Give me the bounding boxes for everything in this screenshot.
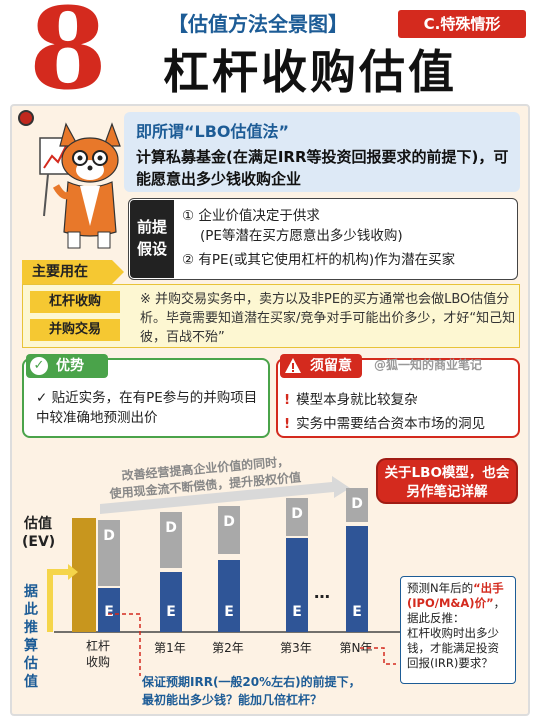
debt-bar-label: D [223, 514, 235, 530]
equity-bar-label: E [166, 604, 176, 620]
premise-item-note: (PE等潜在买方愿意出多少钱收购) [200, 228, 403, 244]
premise-item: ① 企业价值决定于供求 [182, 208, 320, 224]
intro-heading: 即所谓“LBO估值法” [136, 122, 290, 141]
category-label: 第3年 [280, 641, 312, 655]
category-label: 收购 [86, 654, 110, 669]
side-label-char: 此 [24, 601, 38, 618]
category-tag: C.特殊情形 [398, 10, 526, 38]
debt-bar-label: D [351, 496, 363, 512]
bottom-note: 保证预期IRR(一般20%左右)的前提下， [141, 674, 361, 689]
use-tag-ma: 并购交易 [30, 319, 120, 341]
fox-mascot-icon [39, 122, 121, 249]
dashed-link [108, 613, 141, 676]
bottom-note: 最初能出多少钱？能加几倍杠杆？ [142, 692, 322, 707]
y-axis-label: 估值 [23, 515, 52, 532]
side-label-char: 算 [24, 637, 38, 654]
author-credit: @狐一知的商业笔记 [374, 358, 483, 372]
equity-bar [346, 526, 368, 632]
main-use-heading: 主要用在 [22, 260, 124, 284]
use-tag-lbo: 杠杆收购 [30, 291, 120, 313]
intro-box [124, 112, 520, 192]
ev-bar [72, 518, 96, 632]
category-label: 第N年 [340, 641, 373, 655]
advantage-text: ✓ 贴近实务，在有PE参与的并购项目中较准确地预测出价 [36, 390, 258, 426]
equity-bar [160, 572, 182, 632]
debt-bar [286, 498, 308, 536]
series-subtitle: 【估值方法全景图】 [168, 12, 348, 36]
debt-bar [160, 512, 182, 568]
equity-bar [286, 538, 308, 632]
side-label-char: 据 [24, 583, 38, 600]
pin-dot-icon [18, 110, 34, 126]
equity-bar-label: E [352, 604, 362, 620]
debt-bar [98, 520, 120, 586]
side-label-char: 值 [24, 673, 38, 690]
back-arrow-head [68, 564, 78, 580]
premise-label: 前提假设 [130, 200, 174, 278]
equity-bar-label: E [224, 604, 234, 620]
rising-arrow [100, 476, 350, 514]
debt-bar-label: D [165, 520, 177, 536]
caution-item: ! 实务中需要结合资本市场的洞见 [284, 416, 486, 432]
y-axis-label: (EV) [22, 534, 55, 550]
category-label: 第1年 [154, 641, 186, 655]
check-icon: ✓ [30, 357, 48, 375]
back-arrow [47, 569, 70, 632]
intro-text: 计算私募基金(在满足IRR等投资回报要求的前提下)，可能愿意出多少钱收购企业 [136, 148, 509, 188]
debt-bar [218, 506, 240, 554]
equity-bar-label: E [292, 604, 302, 620]
equity-bar [98, 588, 120, 632]
premise-box [128, 198, 518, 280]
ellipsis: … [314, 583, 330, 602]
premise-item: ② 有PE(或其它使用杠杆的机构)作为潜在买家 [182, 252, 456, 268]
debt-bar-label: D [103, 528, 115, 544]
side-label-char: 估 [23, 655, 38, 672]
dashed-link [360, 647, 396, 665]
speech-bubble: 关于LBO模型，也会另作笔记详解 [376, 458, 518, 504]
side-label-char: 推 [24, 619, 38, 636]
main-use-text: ※ 并购交易实务中，卖方以及非PE的买方通常也会做LBO估值分析。毕竟需要知道潜… [140, 292, 516, 345]
page-title: 杠杆收购估值 [163, 45, 457, 99]
equity-bar-label: E [104, 604, 114, 620]
debt-bar [346, 488, 368, 522]
lbo-chart: 改善经营提高企业价值的同时，使用现金流不断偿债，提升股权价值估值(EV)据此推算… [22, 453, 400, 707]
category-label: 杠杆 [86, 638, 110, 653]
warning-icon [285, 358, 301, 373]
category-label: 第2年 [212, 641, 244, 655]
equity-bar [218, 560, 240, 632]
section-number: 8 [29, 0, 107, 115]
caution-item: ! 模型本身就比较复杂 [284, 392, 418, 408]
exit-price-note: 预测N年后的“出手(IPO/M&A)价”， 据此反推： 杠杆收购时出多少钱，才能… [400, 576, 516, 684]
debt-bar-label: D [291, 506, 303, 522]
